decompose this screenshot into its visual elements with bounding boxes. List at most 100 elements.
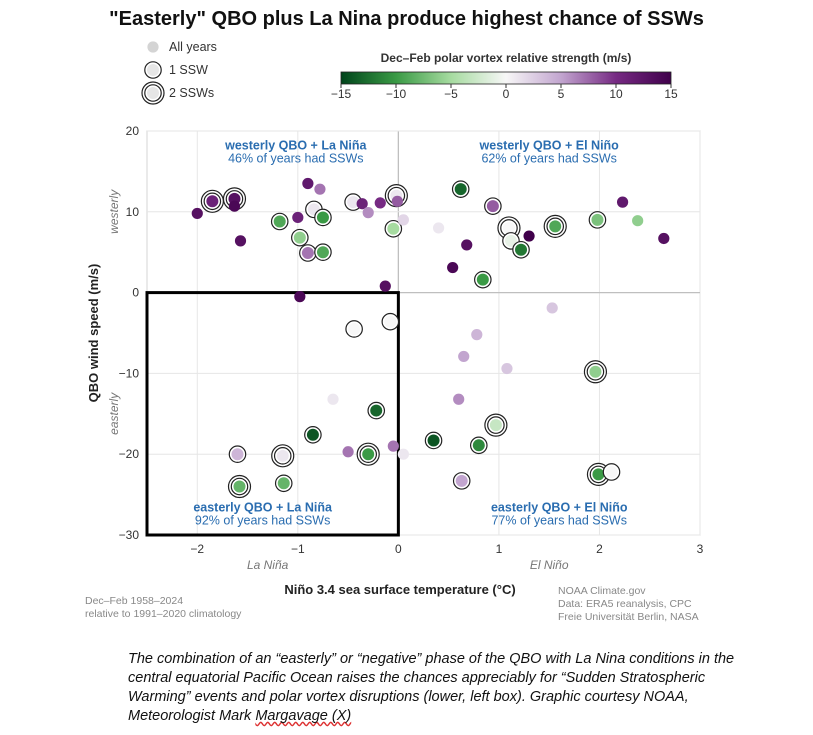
point-dot [632,215,644,227]
point-dot [292,211,304,224]
data-point [356,442,380,466]
y-tick-label: −20 [119,447,140,461]
data-point [469,436,488,455]
point-dot [591,213,604,226]
data-point [512,240,530,259]
point-dot [147,41,159,53]
point-dot [314,183,326,195]
note-right-0: NOAA Climate.gov [558,585,646,597]
point-dot [501,362,513,375]
data-point [274,474,293,493]
quadrant-stat-bottom-right: 77% of years had SSWs [491,513,626,527]
data-point [345,320,363,338]
data-point [484,413,508,437]
point-dot [342,446,354,458]
x-tick-label: 3 [697,542,704,556]
caption-main: The combination of an “easterly” or “neg… [128,651,735,724]
data-point [546,302,558,314]
data-point [228,200,241,212]
note-right-2: Freie Universität Berlin, NASA [558,611,699,623]
data-point [356,198,368,210]
point-dot [546,302,558,314]
data-point [379,280,391,292]
data-point [453,393,465,405]
quadrant-stat-top-right: 62% of years had SSWs [481,151,616,165]
note-right-1: Data: ERA5 reanalysis, CPC [558,598,692,610]
x-tick-label: 0 [395,542,402,556]
point-dot [605,465,618,478]
colorbar-tick-label: −5 [444,87,458,101]
point-dot [472,439,485,452]
data-point [397,448,409,460]
x-tick-label: −2 [190,542,204,556]
data-point [461,239,473,251]
x-tick-label: −1 [291,542,305,556]
point-dot [391,195,403,207]
point-dot [515,243,528,256]
point-dot [471,329,483,341]
quadrant-title-bottom-left: easterly QBO + La Niña [193,501,333,515]
legend-label-1: 1 SSW [169,63,208,77]
data-point [391,195,403,207]
data-point [367,401,386,420]
point-dot [273,215,286,228]
data-point [227,474,252,499]
legend-label-2: 2 SSWs [169,86,214,100]
chart-title: "Easterly" QBO plus La Nina produce high… [109,8,704,30]
point-dot [502,221,515,234]
point-dot [455,474,468,487]
point-dot [316,246,329,259]
data-point [474,270,492,289]
legend-marker-1 [144,61,162,79]
point-dot [228,200,241,212]
point-dot [658,232,670,245]
data-point [302,177,314,190]
point-dot [397,448,409,460]
data-point [447,261,459,274]
point-dot [454,183,467,196]
point-dot [427,434,440,447]
point-dot [447,261,459,274]
data-point [191,207,203,220]
data-point [451,180,470,198]
point-dot [302,177,314,190]
point-dot [347,196,360,209]
point-dot [306,428,319,441]
colorbar-tick-label: 0 [503,87,510,101]
colorbar-bar [340,71,672,85]
y-side-label-positive: westerly [107,189,121,234]
data-point [314,243,332,261]
x-tick-label: 2 [596,542,603,556]
quadrant-title-bottom-right: easterly QBO + El Niño [491,501,628,515]
y-tick-label: −30 [119,528,140,542]
colorbar-tick-label: −15 [331,87,352,101]
quadrant-title-top-right: westerly QBO + El Niño [479,139,620,153]
point-dot [476,273,489,286]
data-point [387,440,399,452]
colorbar-tick-label: 10 [609,87,623,101]
data-point [384,219,403,238]
data-point [314,183,326,195]
data-point [292,211,304,224]
data-point [200,189,224,213]
point-dot [432,222,445,234]
point-dot [374,197,386,209]
figure-caption: The combination of an “easterly” or “neg… [128,650,748,726]
point-dot [523,230,535,242]
point-dot [234,235,247,247]
data-point [658,232,670,245]
x-side-label-positive: El Niño [530,558,569,572]
y-tick-label: −10 [119,366,140,380]
data-point [271,444,295,468]
point-dot [147,64,159,76]
data-point [304,426,322,444]
x-side-label-negative: La Niña [247,558,289,572]
y-tick-label: 10 [126,205,140,219]
point-dot [233,480,246,493]
point-dot [191,207,203,220]
point-dot [294,291,306,303]
point-dot [486,200,499,213]
data-point [602,463,621,481]
point-dot [301,247,314,260]
